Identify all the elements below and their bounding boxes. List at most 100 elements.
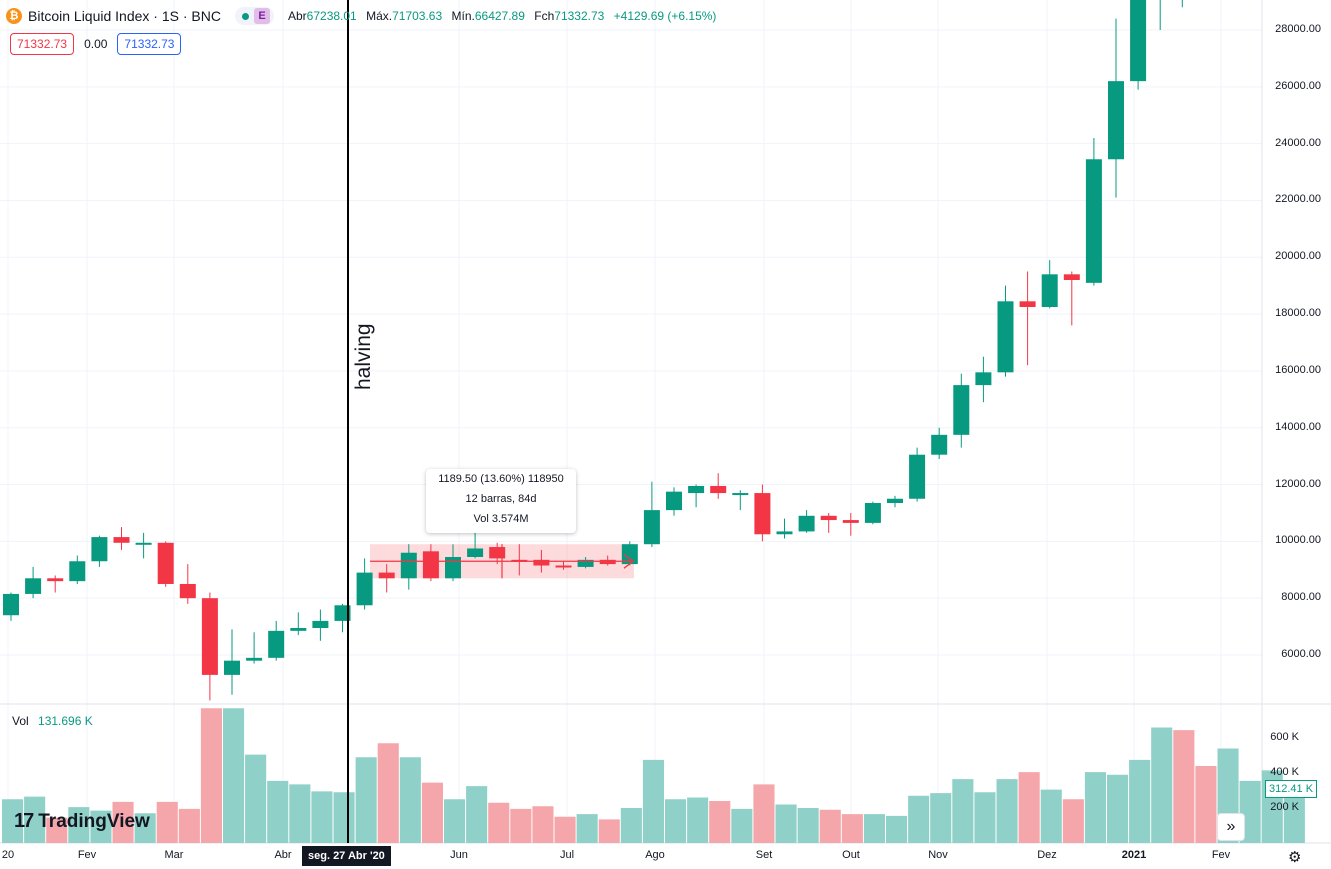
price-tick-label: 12000.00 [1275, 477, 1321, 490]
volume-value: 131.696 K [38, 714, 93, 728]
candle-body [533, 559, 550, 566]
time-tick-label: 2021 [1121, 849, 1147, 861]
volume-bar [267, 780, 289, 843]
time-tick-label: Mar [164, 849, 184, 861]
volume-bar [886, 815, 908, 843]
candle-body [422, 551, 439, 579]
price-tick-label: 18000.00 [1275, 307, 1321, 320]
volume-bar [753, 784, 775, 843]
open-value: 67238.01 [306, 9, 357, 23]
candle-body [400, 552, 417, 579]
candle-body [710, 485, 727, 494]
price-tick-label: 8000.00 [1281, 591, 1321, 604]
volume-bar [908, 795, 930, 843]
volume-tick-label: 600 K [1270, 731, 1299, 743]
volume-bar [223, 708, 245, 843]
candle-body [577, 559, 594, 567]
candle-body [953, 385, 970, 435]
volume-bar [421, 782, 443, 843]
price-tick-label: 26000.00 [1275, 79, 1321, 92]
time-tick-label: Fev [1211, 849, 1231, 861]
scroll-to-realtime-button[interactable]: » [1217, 813, 1245, 841]
price-tick-label: 20000.00 [1275, 250, 1321, 263]
bitcoin-icon: ₿ [6, 8, 22, 24]
volume-bar [311, 791, 333, 843]
candle-body [887, 498, 903, 504]
candle-body [1019, 301, 1036, 307]
candle-body [820, 515, 837, 521]
volume-bar [775, 804, 797, 843]
price-tick-label: 10000.00 [1275, 534, 1321, 547]
volume-bar [46, 817, 68, 843]
volume-bar [377, 743, 399, 843]
candle-body [201, 598, 218, 675]
volume-bar [156, 801, 178, 843]
candle-body [378, 572, 395, 579]
candle-body [997, 301, 1014, 373]
low-label: Mín. [451, 9, 475, 23]
candle-body [666, 491, 682, 511]
volume-bar [466, 786, 488, 843]
measure-arrow-head [623, 553, 635, 569]
volume-legend: Vol 131.696 K [12, 714, 93, 728]
volume-bar [1084, 772, 1106, 843]
gear-icon[interactable]: ⚙ [1288, 849, 1302, 866]
volume-bar [68, 807, 90, 843]
candle-body [975, 372, 992, 386]
low-value: 66427.89 [474, 9, 525, 23]
crosshair-date-label: seg. 27 Abr '20 [302, 846, 391, 866]
price-tick-label: 14000.00 [1275, 420, 1321, 433]
candle-body [555, 565, 572, 568]
candle-body [688, 485, 705, 494]
volume-bar [1129, 759, 1151, 843]
symbol-legend: ₿ Bitcoin Liquid Index · 1S · BNC E Abr6… [6, 4, 722, 28]
candle-body [1108, 81, 1124, 160]
volume-label[interactable]: Vol [12, 714, 29, 728]
candle-body [467, 548, 484, 557]
buy-price-button[interactable]: 71332.73 [117, 33, 182, 55]
market-status-pill[interactable]: E [234, 7, 274, 25]
volume-bar [687, 797, 709, 843]
volume-bar [112, 801, 134, 843]
volume-last-label: 312.41 K [1265, 780, 1318, 798]
sell-price-button[interactable]: 71332.73 [10, 33, 75, 55]
volume-bar [1040, 789, 1062, 843]
volume-bar [444, 799, 466, 843]
candle-body [599, 559, 616, 565]
tradingview-logo[interactable]: 17 TradingView [14, 810, 150, 833]
symbol-title[interactable]: Bitcoin Liquid Index · 1S · BNC [28, 8, 221, 24]
high-label: Máx. [366, 9, 393, 23]
volume-bar [620, 808, 642, 843]
volume-bar [709, 801, 731, 843]
time-tick-label: Ago [645, 849, 665, 861]
halving-annotation[interactable]: halving [352, 323, 375, 390]
volume-bar [488, 802, 510, 843]
measure-volume: Vol 3.574M [473, 513, 529, 525]
candle-body [312, 620, 329, 629]
price-tick-label: 22000.00 [1275, 193, 1321, 206]
volume-bar [841, 814, 863, 843]
candle-body [754, 493, 771, 535]
volume-bar [1062, 799, 1084, 843]
spread-value: 0.00 [84, 37, 108, 51]
candle-body [157, 542, 174, 584]
candle-body [334, 605, 351, 621]
high-value: 71703.63 [392, 9, 443, 23]
time-tick-label: Dez [1037, 849, 1057, 861]
volume-bar [930, 793, 952, 843]
candle-body [47, 578, 64, 582]
candle-body [113, 537, 130, 543]
volume-tick-label: 200 K [1270, 801, 1299, 813]
candle-body [445, 556, 461, 579]
candle-body [864, 503, 881, 523]
price-tick-label: 16000.00 [1275, 363, 1321, 376]
volume-bar [510, 808, 532, 843]
volume-bar [1195, 766, 1217, 843]
volume-bar [819, 809, 841, 843]
candle-body [268, 630, 285, 658]
tradingview-mark-icon: 17 [14, 810, 34, 832]
volume-bar [2, 799, 24, 843]
candle-body [246, 657, 263, 661]
candle-body [489, 547, 506, 559]
